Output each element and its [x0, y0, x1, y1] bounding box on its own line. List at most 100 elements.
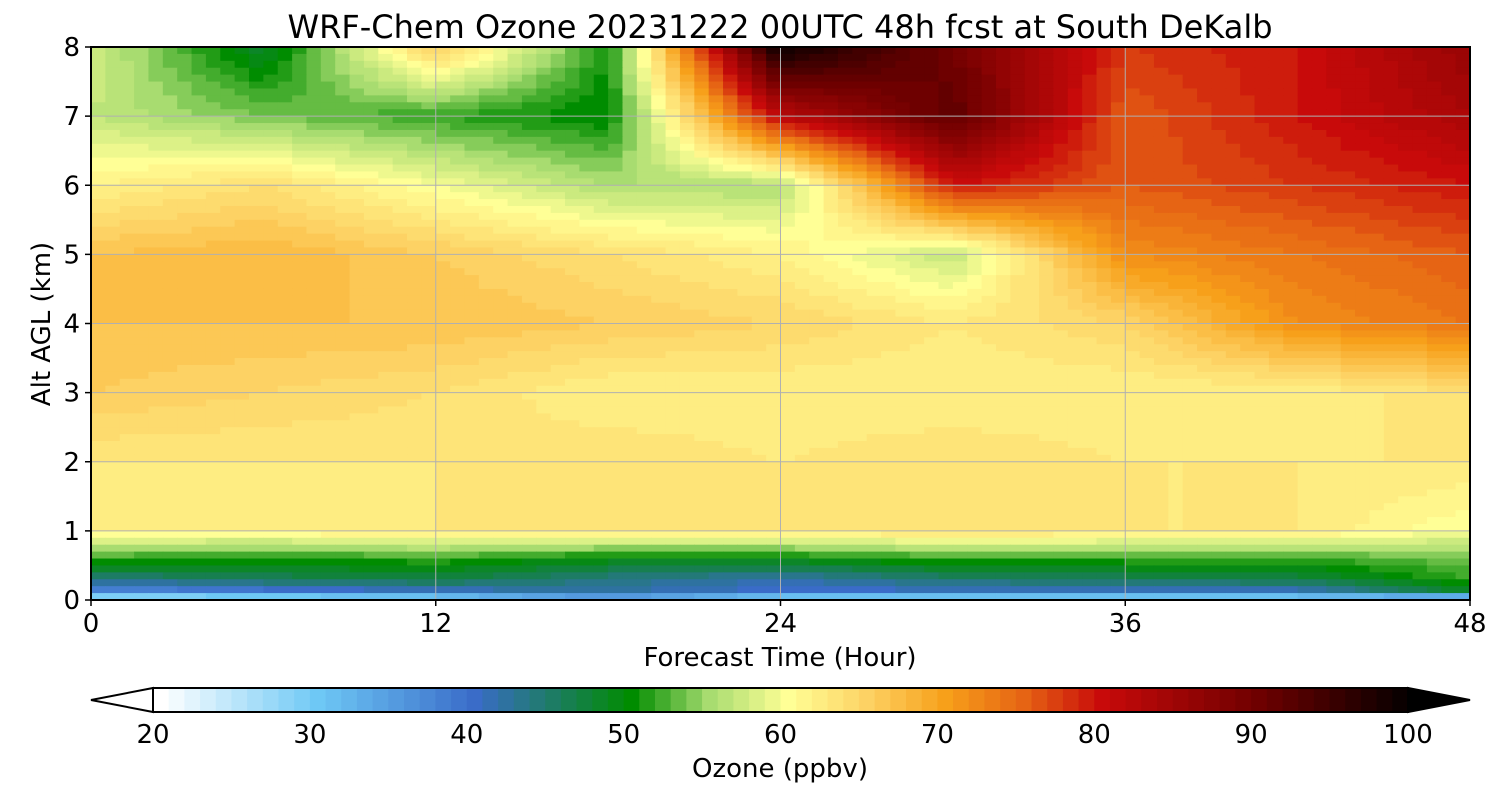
- heatmap-cell: [478, 157, 494, 166]
- heatmap-cell: [292, 67, 308, 76]
- heatmap-cell: [723, 157, 738, 166]
- heatmap-cell: [550, 275, 566, 283]
- heatmap-cell: [191, 60, 207, 69]
- heatmap-cell: [1110, 164, 1126, 173]
- heatmap-cell: [306, 199, 322, 207]
- heatmap-cell: [665, 302, 681, 311]
- heatmap-cell: [1441, 247, 1457, 255]
- heatmap-cell: [837, 378, 853, 387]
- heatmap-cell: [1455, 116, 1471, 124]
- heatmap-cell: [263, 178, 279, 186]
- heatmap-cell: [91, 295, 106, 304]
- heatmap-cell: [565, 226, 580, 235]
- heatmap-cell: [263, 109, 279, 117]
- heatmap-cell: [1311, 67, 1327, 76]
- heatmap-cell: [1139, 116, 1155, 124]
- heatmap-cell: [263, 316, 279, 325]
- heatmap-cell: [1398, 164, 1414, 173]
- heatmap-cell: [593, 323, 609, 332]
- heatmap-cell: [177, 282, 193, 290]
- heatmap-cell: [1455, 392, 1471, 401]
- heatmap-cell: [608, 60, 624, 69]
- heatmap-cell: [464, 178, 480, 186]
- heatmap-cell: [952, 74, 968, 83]
- heatmap-cell: [1369, 95, 1385, 103]
- heatmap-cell: [421, 344, 437, 352]
- heatmap-cell: [320, 60, 336, 69]
- heatmap-cell: [881, 74, 897, 83]
- heatmap-cell: [823, 74, 839, 83]
- heatmap-cell: [249, 67, 264, 76]
- heatmap-cell: [1268, 295, 1284, 304]
- heatmap-cell: [794, 399, 810, 408]
- heatmap-cell: [234, 247, 250, 255]
- heatmap-cell: [1268, 143, 1284, 152]
- heatmap-cell: [249, 247, 264, 255]
- heatmap-cell: [407, 302, 422, 311]
- heatmap-cell: [292, 205, 308, 214]
- heatmap-cell: [435, 212, 451, 221]
- heatmap-cell: [119, 399, 135, 408]
- heatmap-cell: [177, 136, 193, 145]
- heatmap-cell: [909, 344, 925, 352]
- heatmap-cell: [536, 268, 552, 276]
- heatmap-cell: [909, 385, 925, 394]
- heatmap-cell: [723, 95, 738, 103]
- heatmap-cell: [249, 268, 264, 276]
- heatmap-cell: [995, 254, 1011, 262]
- heatmap-cell: [1082, 47, 1098, 55]
- heatmap-cell: [1268, 136, 1284, 145]
- heatmap-cell: [536, 247, 552, 255]
- heatmap-cell: [967, 95, 983, 103]
- heatmap-cell: [349, 399, 365, 408]
- heatmap-cell: [809, 219, 825, 228]
- heatmap-cell: [478, 95, 494, 103]
- heatmap-cell: [205, 150, 221, 159]
- heatmap-cell: [1010, 205, 1026, 214]
- heatmap-cell: [737, 247, 753, 255]
- heatmap-cell: [521, 268, 537, 276]
- heatmap-cell: [895, 302, 911, 311]
- heatmap-cell: [435, 385, 451, 394]
- heatmap-cell: [1355, 254, 1371, 262]
- heatmap-cell: [1053, 60, 1069, 69]
- heatmap-cell: [335, 150, 351, 159]
- heatmap-cell: [622, 171, 638, 179]
- heatmap-cell: [1125, 143, 1141, 152]
- heatmap-cell: [679, 337, 695, 345]
- heatmap-cell: [249, 288, 264, 297]
- heatmap-cell: [249, 102, 264, 110]
- heatmap-cell: [909, 233, 925, 242]
- heatmap-cell: [450, 337, 466, 345]
- heatmap-cell: [1024, 282, 1040, 290]
- heatmap-cell: [780, 309, 796, 318]
- heatmap-cell: [435, 371, 451, 380]
- heatmap-cell: [191, 164, 207, 173]
- heatmap-cell: [852, 74, 868, 83]
- heatmap-cell: [622, 254, 638, 262]
- heatmap-cell: [1125, 205, 1141, 214]
- heatmap-cell: [191, 109, 207, 117]
- heatmap-cell: [1283, 399, 1299, 408]
- heatmap-cell: [622, 47, 638, 55]
- heatmap-cell: [421, 323, 437, 332]
- heatmap-cell: [1268, 275, 1284, 283]
- heatmap-cell: [995, 378, 1011, 387]
- heatmap-cell: [1268, 199, 1284, 207]
- heatmap-cell: [1225, 74, 1241, 83]
- heatmap-cell: [723, 150, 738, 159]
- heatmap-cell: [1139, 275, 1155, 283]
- heatmap-cell: [550, 178, 566, 186]
- heatmap-cell: [837, 337, 853, 345]
- heatmap-cell: [162, 164, 178, 173]
- heatmap-cell: [938, 95, 954, 103]
- heatmap-cell: [177, 344, 193, 352]
- heatmap-cell: [1039, 95, 1055, 103]
- heatmap-cell: [737, 261, 753, 269]
- heatmap-cell: [1254, 116, 1270, 124]
- heatmap-cell: [708, 330, 724, 338]
- heatmap-cell: [1110, 81, 1126, 90]
- heatmap-cell: [1297, 53, 1313, 62]
- heatmap-cell: [1340, 247, 1356, 255]
- heatmap-cell: [1441, 268, 1457, 276]
